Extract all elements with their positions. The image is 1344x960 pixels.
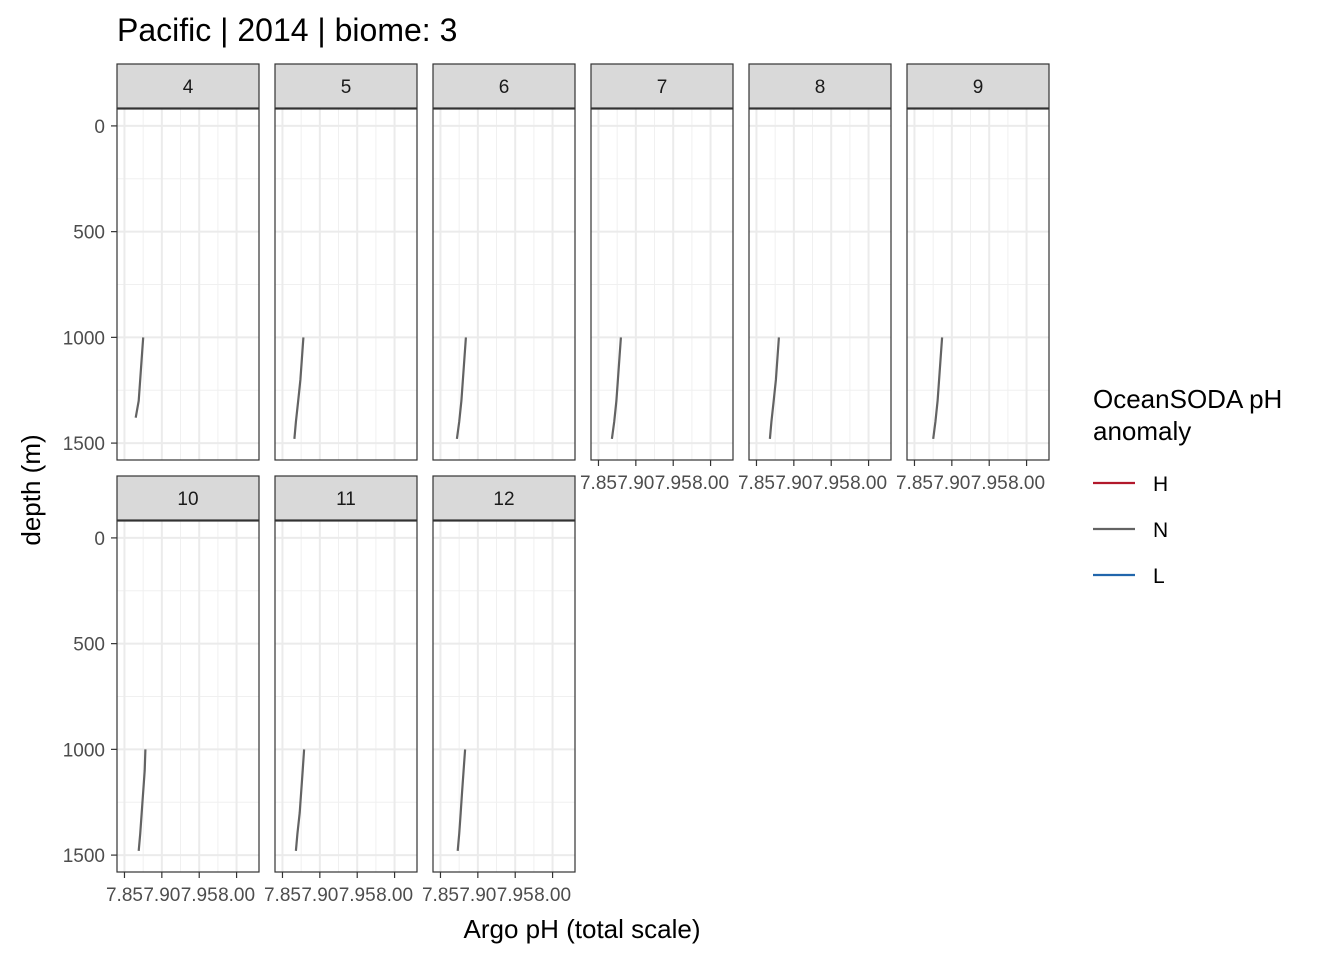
facet-panel-11: 11 7.85 7.90 7.95 8.00 <box>264 475 418 906</box>
gridlines <box>117 521 259 872</box>
facet-strip <box>274 63 418 109</box>
x-tick-label: 7.85 <box>580 473 617 494</box>
panel-border <box>274 108 418 461</box>
facet-strip-label: 7 <box>657 77 668 98</box>
x-tick-label: 8.00 <box>534 885 571 906</box>
facet-panel-7: 7 7.85 7.90 7.95 8.00 <box>580 63 734 494</box>
legend-label-L: L <box>1153 565 1165 588</box>
facet-panel-5: 5 <box>274 63 418 461</box>
x-tick-label: 7.85 <box>422 885 459 906</box>
facet-strip <box>116 475 260 521</box>
facet-strip-label: 9 <box>973 77 984 98</box>
x-tick-label: 7.90 <box>933 473 970 494</box>
x-tick-label: 7.95 <box>655 473 692 494</box>
series-line-N <box>134 337 145 418</box>
x-tick-label: 8.00 <box>692 473 729 494</box>
y-tick-label: 500 <box>73 635 105 656</box>
x-tick-label: 7.95 <box>339 885 376 906</box>
x-tick-label: 7.85 <box>264 885 301 906</box>
panel-border <box>432 520 576 873</box>
facet-panel-12: 12 7.85 7.90 7.95 8.00 <box>422 475 576 906</box>
gridlines <box>749 109 891 460</box>
facet-strip <box>432 475 576 521</box>
y-tick-label: 500 <box>73 223 105 244</box>
x-tick-label: 7.90 <box>459 885 496 906</box>
x-tick-label: 7.90 <box>143 885 180 906</box>
facet-strip <box>432 63 576 109</box>
series-line-N <box>137 749 147 851</box>
x-axis-label: Argo pH (total scale) <box>464 914 701 944</box>
gridlines <box>433 521 575 872</box>
x-tick-label: 7.95 <box>181 885 218 906</box>
legend-title: OceanSODA pH <box>1093 384 1282 414</box>
x-tick-label: 7.95 <box>971 473 1008 494</box>
x-tick-label: 7.85 <box>896 473 933 494</box>
facet-panel-8: 8 7.85 7.90 7.95 8.00 <box>738 63 892 494</box>
series-line-N <box>293 337 305 439</box>
chart-title: Pacific | 2014 | biome: 3 <box>117 12 457 48</box>
y-tick-label: 0 <box>94 117 105 138</box>
y-tick-label: 1000 <box>63 328 105 349</box>
series-line-N <box>768 337 780 439</box>
panel-border <box>432 108 576 461</box>
panel-border <box>116 520 260 873</box>
legend-title: anomaly <box>1093 416 1191 446</box>
y-tick-label: 0 <box>94 529 105 550</box>
x-tick-label: 7.90 <box>617 473 654 494</box>
series-line-N <box>932 337 944 440</box>
facet-panel-6: 6 <box>432 63 576 461</box>
y-tick-label: 1000 <box>63 740 105 761</box>
gridlines <box>591 109 733 460</box>
series-line-N <box>455 337 467 440</box>
facet-strip <box>116 63 260 109</box>
x-tick-label: 8.00 <box>1008 473 1045 494</box>
facet-strip-label: 12 <box>493 489 514 510</box>
gridlines <box>117 109 259 460</box>
panel-border <box>748 108 892 461</box>
facet-strip <box>748 63 892 109</box>
facet-strip <box>274 475 418 521</box>
legend-label-H: H <box>1153 473 1168 496</box>
facet-strip <box>590 63 734 109</box>
facet-panel-4: 4 0 500 1000 1500 <box>63 63 260 461</box>
facet-strip-label: 4 <box>183 77 194 98</box>
legend-label-N: N <box>1153 519 1168 542</box>
gridlines <box>907 109 1049 460</box>
gridlines <box>275 109 417 460</box>
x-tick-label: 7.95 <box>497 885 534 906</box>
x-tick-label: 8.00 <box>376 885 413 906</box>
facet-panel-9: 9 7.85 7.90 7.95 8.00 <box>896 63 1050 494</box>
x-tick-label: 7.90 <box>775 473 812 494</box>
panel-border <box>590 108 734 461</box>
series-line-N <box>456 749 467 851</box>
facet-strip-label: 6 <box>499 77 510 98</box>
x-tick-label: 7.85 <box>106 885 143 906</box>
x-tick-label: 8.00 <box>850 473 887 494</box>
x-tick-label: 8.00 <box>218 885 255 906</box>
facet-strip-label: 8 <box>815 77 826 98</box>
y-tick-label: 1500 <box>63 434 105 455</box>
facet-strip-label: 5 <box>341 77 352 98</box>
facet-strip-label: 10 <box>177 489 198 510</box>
x-tick-label: 7.90 <box>301 885 338 906</box>
y-tick-label: 1500 <box>63 846 105 867</box>
x-tick-label: 7.85 <box>738 473 775 494</box>
x-tick-label: 7.95 <box>813 473 850 494</box>
series-line-N <box>294 749 306 851</box>
panel-border <box>906 108 1050 461</box>
facet-strip-label: 11 <box>336 489 356 510</box>
gridlines <box>275 521 417 872</box>
series-line-N <box>610 337 622 440</box>
facet-strip <box>906 63 1050 109</box>
gridlines <box>433 109 575 460</box>
panel-border <box>274 520 418 873</box>
panel-border <box>116 108 260 461</box>
y-axis-label: depth (m) <box>16 434 46 545</box>
